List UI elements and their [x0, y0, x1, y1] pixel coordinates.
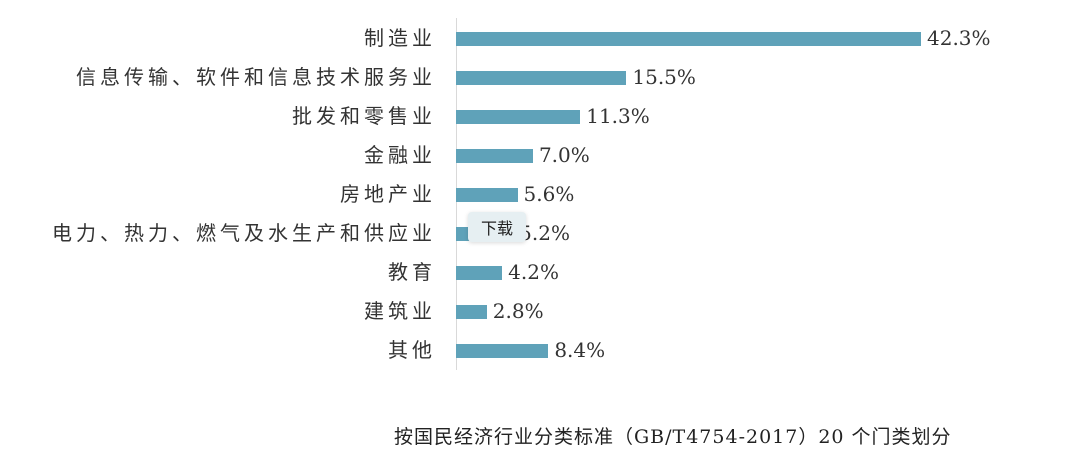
- bar-row: 制造业 42.3%: [0, 20, 1080, 59]
- category-label: 教育: [388, 260, 436, 284]
- bar: [456, 110, 581, 124]
- download-tooltip-button[interactable]: 下载: [468, 212, 526, 242]
- bar-row: 信息传输、软件和信息技术服务业 15.5%: [0, 59, 1080, 98]
- bar: [456, 71, 627, 85]
- value-label: 5.2%: [519, 221, 570, 245]
- bar: [456, 188, 518, 202]
- category-label: 金融业: [364, 143, 436, 167]
- category-label: 房地产业: [340, 182, 436, 206]
- bar: [456, 266, 503, 280]
- category-label: 信息传输、软件和信息技术服务业: [76, 65, 436, 89]
- bar-row: 其他 8.4%: [0, 332, 1080, 371]
- bar-row: 房地产业 5.6%: [0, 176, 1080, 215]
- bar-row: 教育 4.2%: [0, 254, 1080, 293]
- download-label: 下载: [480, 219, 513, 238]
- category-label: 其他: [388, 338, 436, 362]
- bar-row: 金融业 7.0%: [0, 137, 1080, 176]
- value-label: 7.0%: [538, 143, 590, 167]
- category-label: 电力、热力、燃气及水生产和供应业: [52, 221, 436, 245]
- value-label: 15.5%: [632, 65, 696, 89]
- chart-caption: 按国民经济行业分类标准（GB/T4754-2017）20 个门类划分: [394, 426, 952, 448]
- bar-row: 电力、热力、燃气及水生产和供应业 5.2%: [0, 215, 1080, 254]
- bar-row: 批发和零售业 11.3%: [0, 98, 1080, 137]
- value-label: 2.8%: [492, 299, 544, 323]
- bar-chart: 制造业 42.3% 信息传输、软件和信息技术服务业 15.5% 批发和零售业 11.3% 金…: [0, 18, 1080, 371]
- value-label: 42.3%: [927, 26, 991, 50]
- value-label: 8.4%: [554, 338, 606, 362]
- bar: [456, 344, 549, 358]
- category-label: 批发和零售业: [292, 104, 436, 128]
- value-label: 5.6%: [523, 182, 575, 206]
- bar: [456, 305, 487, 319]
- category-label: 建筑业: [364, 299, 436, 323]
- bar-row: 建筑业 2.8%: [0, 293, 1080, 332]
- value-label: 4.2%: [508, 260, 559, 284]
- value-label: 11.3%: [586, 104, 650, 128]
- category-label: 制造业: [364, 26, 436, 50]
- bar: [456, 149, 533, 163]
- bar: [456, 32, 921, 46]
